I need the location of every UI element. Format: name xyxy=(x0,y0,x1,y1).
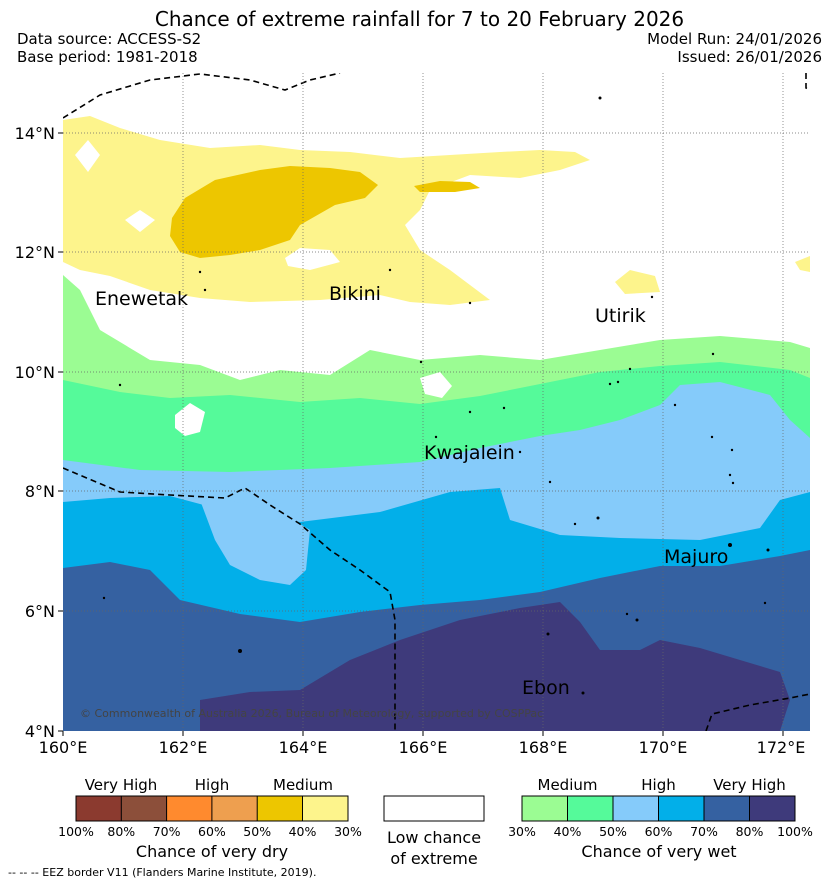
lat-label: 10°N xyxy=(15,363,55,382)
dry-30-patch xyxy=(795,256,810,272)
place-utirik: Utirik xyxy=(595,305,646,327)
dry-heading: Medium xyxy=(273,776,333,794)
eez-border xyxy=(63,73,810,731)
wet-swatch xyxy=(704,796,750,821)
dry-tick: 80% xyxy=(107,824,135,839)
wet-swatch xyxy=(658,796,704,821)
lon-label: 160°E xyxy=(39,738,88,757)
dry-swatch xyxy=(166,796,212,821)
place-ebon: Ebon xyxy=(522,677,570,699)
dry-50-patch xyxy=(414,181,480,192)
lat-label: 8°N xyxy=(25,482,55,501)
low-chance-patch xyxy=(420,372,452,398)
issued-date: Issued: 26/01/2026 xyxy=(677,48,822,66)
dry-swatch xyxy=(302,796,348,821)
dry-heading: Very High xyxy=(85,776,158,794)
place-majuro: Majuro xyxy=(664,546,728,568)
axis-ticks xyxy=(58,132,784,736)
low-chance-title: Low chance xyxy=(387,828,481,847)
dry-30-band xyxy=(63,116,590,305)
wet-tick: 30% xyxy=(508,824,536,839)
map-fill xyxy=(63,73,810,731)
dry-legend xyxy=(75,795,349,822)
base-period: Base period: 1981-2018 xyxy=(17,48,198,66)
lon-label: 166°E xyxy=(399,738,448,757)
dry-tick: 100% xyxy=(58,824,94,839)
lon-label: 170°E xyxy=(639,738,688,757)
lon-label: 162°E xyxy=(159,738,208,757)
dry-heading: High xyxy=(195,776,229,794)
wet-80-band xyxy=(200,602,790,731)
dry-swatch xyxy=(121,796,167,821)
wet-swatch xyxy=(613,796,659,821)
lon-label: 168°E xyxy=(519,738,568,757)
wet-swatch xyxy=(749,796,795,821)
lat-label: 6°N xyxy=(25,602,55,621)
wet-tick: 60% xyxy=(645,824,673,839)
islands xyxy=(102,96,770,695)
low-chance-patch xyxy=(125,210,155,232)
wet-heading: Very High xyxy=(713,776,786,794)
wet-tick: 70% xyxy=(690,824,718,839)
wet-tick: 100% xyxy=(777,824,813,839)
wet-swatch xyxy=(522,796,568,821)
lat-label: 4°N xyxy=(25,722,55,741)
wet-heading: High xyxy=(641,776,675,794)
eez-footnote: -- -- -- EEZ border V11 (Flanders Marine… xyxy=(8,866,317,879)
wet-swatch xyxy=(567,796,613,821)
place-bikini: Bikini xyxy=(329,283,381,305)
dry-legend-title: Chance of very dry xyxy=(136,842,288,861)
low-chance-patch xyxy=(75,140,100,172)
wet-tick: 80% xyxy=(736,824,764,839)
low-chance-patch xyxy=(285,248,340,270)
dry-swatch xyxy=(257,796,303,821)
dry-tick: 40% xyxy=(289,824,317,839)
dry-tick: 30% xyxy=(334,824,362,839)
dry-30-patch xyxy=(615,270,660,294)
wet-tick: 50% xyxy=(599,824,627,839)
copyright: © Commonwealth of Australia 2026, Bureau… xyxy=(80,707,543,720)
wet-heading: Medium xyxy=(538,776,598,794)
dry-tick: 50% xyxy=(243,824,271,839)
place-kwajalein: Kwajalein xyxy=(424,442,515,464)
wet-50-pocket xyxy=(200,500,310,585)
lat-label: 12°N xyxy=(15,243,55,262)
model-run: Model Run: 24/01/2026 xyxy=(647,30,822,48)
dry-tick: 70% xyxy=(153,824,181,839)
dry-swatch xyxy=(211,796,258,821)
wet-tick: 40% xyxy=(554,824,582,839)
data-source: Data source: ACCESS-S2 xyxy=(17,30,202,48)
wet-legend xyxy=(521,795,796,822)
dry-tick: 60% xyxy=(198,824,226,839)
dry-50-band xyxy=(170,166,378,258)
map-title: Chance of extreme rainfall for 7 to 20 F… xyxy=(154,7,685,31)
low-chance-title: of extreme xyxy=(390,849,477,868)
low-chance-patch xyxy=(175,403,205,436)
lon-label: 164°E xyxy=(279,738,328,757)
lon-label: 172°E xyxy=(757,738,806,757)
low-chance-swatch xyxy=(383,795,485,822)
dry-swatch xyxy=(76,796,122,821)
lat-label: 14°N xyxy=(15,124,55,143)
place-enewetak: Enewetak xyxy=(95,288,188,310)
wet-legend-title: Chance of very wet xyxy=(581,842,736,861)
